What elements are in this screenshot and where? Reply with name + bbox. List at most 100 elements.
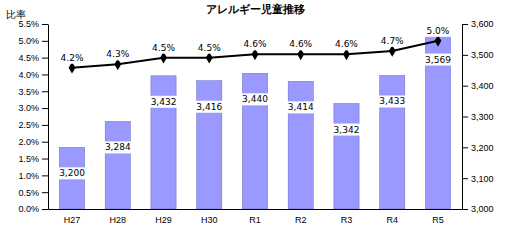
data-label-bg (333, 38, 360, 50)
y-tick-label: 1.0% (18, 171, 39, 181)
y-tick-label: 4.0% (18, 70, 39, 80)
y2-tick-mark (462, 55, 468, 56)
data-label-text: 3,414 (288, 102, 314, 112)
y2-tick-label: 3,500 (471, 50, 494, 60)
data-label: 4.2% (59, 52, 86, 64)
bar (151, 76, 176, 209)
x-tick: R5 (432, 209, 444, 225)
data-label: 3,342 (332, 124, 362, 136)
y2-tick-mark (462, 178, 468, 179)
y-tick-label: 1.5% (18, 154, 39, 164)
data-label: 3,200 (57, 167, 87, 179)
x-tick: H29 (155, 209, 172, 225)
y-tick-mark (42, 24, 48, 25)
data-label: 4.7% (379, 35, 406, 47)
y2-tick: 3,400 (462, 81, 494, 91)
y2-axis: 3,0003,1003,2003,3003,4003,5003,600 (462, 19, 494, 214)
data-label-text: 3,200 (59, 168, 85, 178)
y-tick-mark (42, 175, 48, 176)
data-label-bg (286, 101, 316, 113)
data-label: 4.5% (196, 42, 223, 54)
y-tick-mark (42, 192, 48, 193)
y-tick: 3.5% (18, 87, 48, 97)
data-label: 4.6% (242, 38, 269, 50)
y-tick-mark (42, 209, 48, 210)
y-tick-mark (42, 74, 48, 75)
data-label-text: 4.2% (61, 53, 84, 63)
y-tick-mark (42, 108, 48, 109)
x-tick: R2 (295, 209, 307, 225)
bar (242, 73, 267, 209)
x-tick-label: R2 (295, 215, 307, 225)
y2-tick-label: 3,400 (471, 81, 494, 91)
data-label: 3,440 (240, 93, 270, 105)
bar (288, 81, 313, 209)
y-axis-line (48, 25, 49, 210)
y2-tick-label: 3,300 (471, 112, 494, 122)
data-label-text: 4.5% (198, 43, 221, 53)
data-label-bg (150, 42, 177, 54)
data-label-bg (149, 96, 179, 108)
marks (59, 34, 450, 209)
data-label-bg (104, 48, 131, 60)
y-tick: 4.0% (18, 70, 48, 80)
y2-tick-mark (462, 147, 468, 148)
data-labels: 3,2003,2843,4323,4163,4403,4143,3423,433… (57, 25, 453, 180)
data-label-text: 3,433 (379, 96, 405, 106)
data-label: 3,432 (149, 96, 179, 108)
y-tick-label: 3.5% (18, 87, 39, 97)
x-tick: H28 (110, 209, 127, 225)
y-tick: 0.0% (18, 204, 48, 214)
data-label-bg (425, 25, 452, 37)
y-tick-label: 0.5% (18, 188, 39, 198)
bar (380, 75, 405, 209)
data-label: 4.6% (333, 38, 360, 50)
data-label: 3,414 (286, 101, 316, 113)
data-label: 3,433 (377, 95, 407, 107)
x-tick-label: H29 (155, 215, 172, 225)
bar (105, 121, 130, 209)
data-label-text: 4.6% (244, 39, 267, 49)
y2-tick-label: 3,000 (471, 204, 494, 214)
bar (334, 104, 359, 209)
y-tick-mark (42, 142, 48, 143)
data-label-bg (242, 38, 269, 50)
x-tick: R3 (341, 209, 353, 225)
data-label-text: 3,284 (105, 142, 131, 152)
x-tick: R4 (386, 209, 398, 225)
data-label-bg (103, 141, 133, 153)
y-tick: 1.0% (18, 171, 48, 181)
x-tick: R1 (249, 209, 261, 225)
bar (197, 81, 222, 209)
data-label-text: 3,440 (242, 94, 268, 104)
x-axis-line (49, 209, 463, 210)
data-label-bg (379, 35, 406, 47)
y2-tick-label: 3,600 (471, 19, 494, 29)
data-label-text: 4.5% (152, 43, 175, 53)
y2-tick: 3,000 (462, 204, 494, 214)
x-tick-label: H27 (64, 215, 81, 225)
x-tick-label: H28 (110, 215, 127, 225)
y-tick-label: 4.5% (18, 53, 39, 63)
x-tick: H27 (64, 209, 81, 225)
y-tick-label: 5.5% (18, 19, 39, 29)
plot: 0.0%0.5%1.0%1.5%2.0%2.5%3.0%3.5%4.0%4.5%… (18, 19, 493, 224)
y-tick-mark (42, 41, 48, 42)
data-label-bg (57, 167, 87, 179)
y2-tick: 3,600 (462, 19, 494, 29)
x-tick-label: H30 (201, 215, 218, 225)
y-tick-label: 0.0% (18, 204, 39, 214)
x-tick-label: R4 (386, 215, 398, 225)
data-label: 5.0% (425, 25, 452, 37)
data-label: 4.6% (287, 38, 314, 50)
data-label-bg (287, 38, 314, 50)
y2-tick-mark (462, 24, 468, 25)
chart: 0.0%0.5%1.0%1.5%2.0%2.5%3.0%3.5%4.0%4.5%… (0, 0, 517, 234)
x-tick-label: R1 (249, 215, 261, 225)
data-label: 4.3% (104, 48, 131, 60)
y-tick: 5.0% (18, 36, 48, 46)
bar (425, 34, 450, 209)
y2-tick-label: 3,200 (471, 143, 494, 153)
y-tick: 5.5% (18, 19, 48, 29)
data-label-bg (59, 52, 86, 64)
